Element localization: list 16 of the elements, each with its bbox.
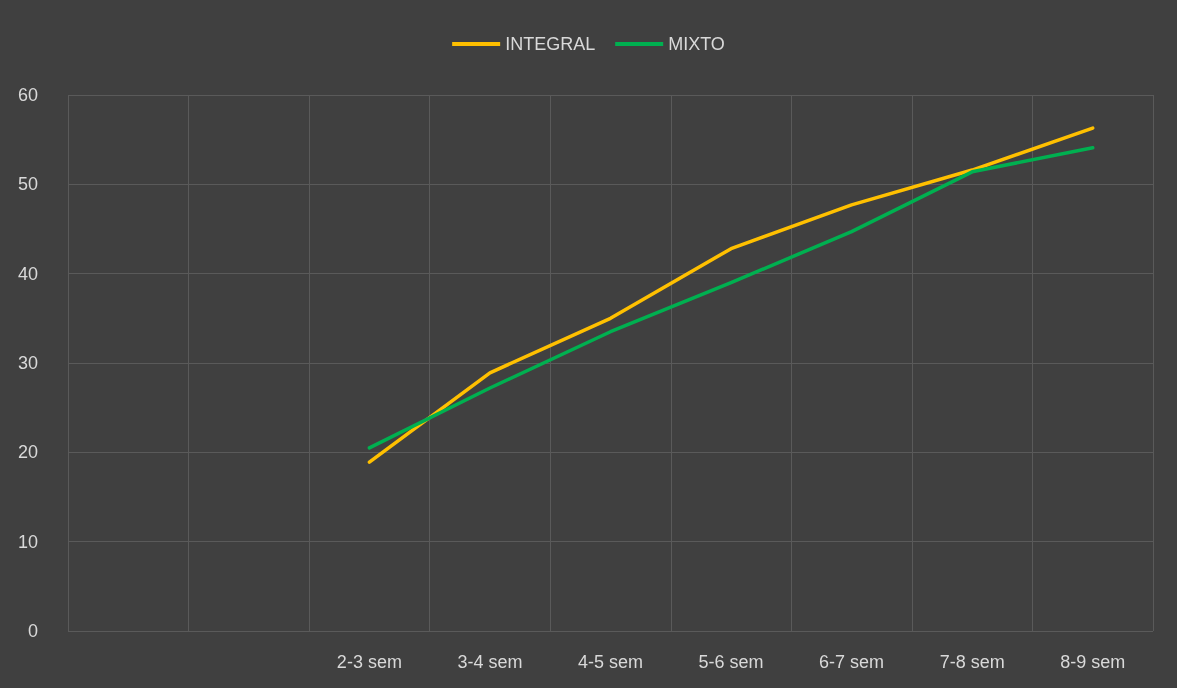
y-tick-label: 20: [17, 442, 38, 463]
y-tick-label: 40: [17, 263, 38, 284]
legend-label: INTEGRAL: [505, 34, 596, 54]
y-tick-label: 30: [17, 353, 38, 373]
y-tick-label: 60: [17, 85, 38, 105]
y-tick-label: 50: [17, 174, 38, 195]
x-tick-label: 7-8 sem: [939, 652, 1005, 672]
x-tick-label: 4-5 sem: [577, 652, 644, 672]
x-tick-label: 8-9 sem: [1060, 652, 1126, 672]
x-tick-label: 5-6 sem: [698, 652, 764, 672]
legend-label: MIXTO: [668, 34, 725, 54]
x-tick-label: 3-4 sem: [457, 652, 523, 672]
y-tick-label: 0: [27, 621, 38, 641]
x-tick-label: 6-7 sem: [819, 652, 885, 672]
x-tick-label: 2-3 sem: [336, 652, 402, 672]
y-tick-label: 10: [17, 531, 38, 552]
